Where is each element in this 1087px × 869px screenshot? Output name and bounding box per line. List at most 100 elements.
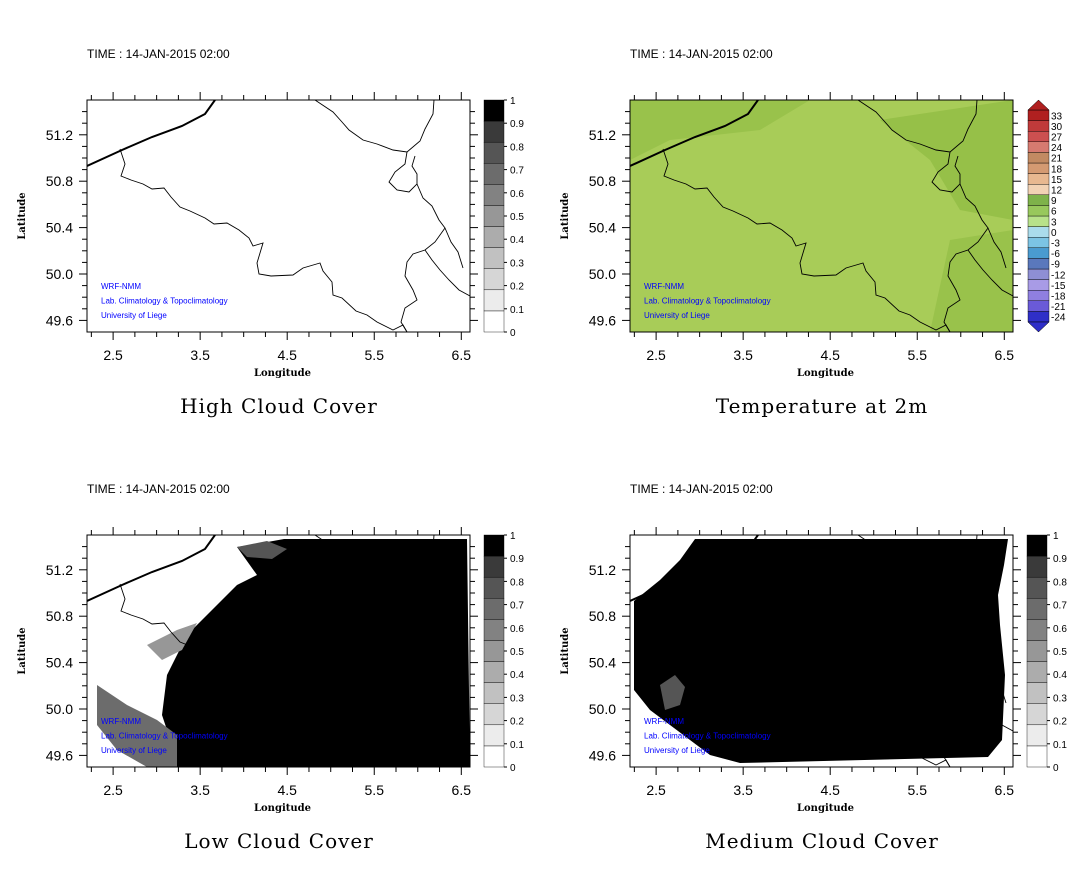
y-axis-title: Latitude xyxy=(560,627,571,674)
country-border xyxy=(400,618,446,767)
colorbar-swatch xyxy=(483,576,505,599)
colorbar-swatch xyxy=(1026,598,1048,620)
colorbar-swatch xyxy=(483,661,505,683)
y-tick-label: 51.2 xyxy=(46,127,73,143)
time-label: TIME : 14-JAN-2015 02:00 xyxy=(87,482,230,496)
chart-title: High Cloud Cover xyxy=(180,394,378,418)
x-tick-label: 6.5 xyxy=(452,782,472,798)
country-border xyxy=(424,684,470,732)
chart-svg: TIME : 14-JAN-2015 02:00 2.5 3.5 4.5 5.5 6.5 4… xyxy=(17,47,524,418)
chart-title: Temperature at 2m xyxy=(716,394,928,418)
colorbar-swatch xyxy=(483,640,505,662)
chart-panel-2: TIME : 14-JAN-2015 02:00 2.5 3.5 4.5 5.5 6.5 4… xyxy=(543,0,1086,434)
x-tick-label: 4.5 xyxy=(820,347,840,363)
credit-text: Lab. Climatology & Topoclimatology xyxy=(101,297,228,306)
colorbar-label: 9 xyxy=(1051,196,1057,207)
cloud-cover-region xyxy=(660,675,685,710)
country-border xyxy=(857,100,978,153)
y-tick-label: 51.2 xyxy=(46,562,73,578)
colorbar-swatch xyxy=(1027,258,1050,270)
colorbar-label: -24 xyxy=(1051,313,1066,324)
y-tick-label: 51.2 xyxy=(589,562,616,578)
colorbar-swatch xyxy=(483,205,505,227)
colorbar-swatch xyxy=(1027,215,1050,227)
colorbar-swatch xyxy=(483,310,505,333)
colorbar-label: 3 xyxy=(1051,217,1057,228)
colorbar-swatch xyxy=(483,619,505,641)
y-tick-label: 50.0 xyxy=(589,701,616,717)
chart-title: Medium Cloud Cover xyxy=(705,829,939,853)
x-tick-label: 6.5 xyxy=(452,347,472,363)
y-tick-label: 50.0 xyxy=(46,701,73,717)
cloud-cover-region xyxy=(162,539,470,767)
y-tick-label: 49.6 xyxy=(46,312,73,328)
x-tick-label: 5.5 xyxy=(908,347,928,363)
colorbar-label: 0.5 xyxy=(1053,647,1067,658)
colorbar-swatch xyxy=(483,247,505,269)
cloud-cover-region xyxy=(237,541,287,559)
colorbar-label: 0.3 xyxy=(1053,693,1067,704)
x-tick-label: 3.5 xyxy=(733,782,753,798)
colorbar-swatch xyxy=(1027,141,1050,153)
x-tick-label: 2.5 xyxy=(646,347,666,363)
colorbar-swatch xyxy=(483,141,505,164)
temperature-warm-zone xyxy=(880,100,1013,220)
colorbar-label: 18 xyxy=(1051,164,1063,175)
y-axis-title: Latitude xyxy=(560,192,571,239)
colorbar-label: 0.7 xyxy=(1053,601,1067,612)
colorbar-label: -21 xyxy=(1051,302,1066,313)
colorbar-swatch xyxy=(1027,279,1050,291)
colorbar-label: 0.4 xyxy=(1053,670,1067,681)
colorbar-swatch xyxy=(483,120,505,143)
x-axis-title: Longitude xyxy=(254,803,311,814)
colorbar-swatch xyxy=(483,598,505,620)
credit-text: University of Liege xyxy=(644,746,710,755)
country-border xyxy=(314,100,435,153)
colorbar-swatch xyxy=(1027,162,1050,174)
colorbar-swatch xyxy=(1027,247,1050,259)
colorbar-label: 0.7 xyxy=(510,601,524,612)
country-border xyxy=(967,684,1013,732)
y-tick-label: 49.6 xyxy=(46,747,73,763)
colorbar-max-arrow xyxy=(1027,99,1050,111)
field-layer xyxy=(87,535,470,767)
country-border xyxy=(444,662,464,704)
colorbar-swatch xyxy=(483,703,505,726)
colorbar-label: 15 xyxy=(1051,175,1063,186)
x-tick-label: 2.5 xyxy=(103,782,123,798)
chart-svg: TIME : 14-JAN-2015 02:00 2.5 3.5 4.5 5.5 6.5 4… xyxy=(560,47,1066,418)
x-tick-label: 5.5 xyxy=(365,782,385,798)
colorbar: 0 0.1 0.2 0.3 0.4 0.5 0.6 0.7 0.8 0.9 1 xyxy=(1026,531,1067,774)
colorbar-label: -12 xyxy=(1051,270,1066,281)
colorbar-label: 0.2 xyxy=(510,717,524,728)
chart-panel-3: TIME : 14-JAN-2015 02:00 2.5 3.5 4.5 5.5 6.5 4… xyxy=(0,435,543,869)
chart-panel-1: TIME : 14-JAN-2015 02:00 2.5 3.5 4.5 5.5 6.5 4… xyxy=(0,0,543,434)
country-border xyxy=(388,151,418,193)
credit-text: WRF-NMM xyxy=(101,282,141,291)
country-border xyxy=(943,618,989,767)
colorbar-label: 0.4 xyxy=(510,670,524,681)
colorbar-label: 30 xyxy=(1051,122,1063,133)
cloud-cover-region xyxy=(634,539,1008,763)
colorbar-swatch xyxy=(1026,745,1048,768)
colorbar-swatch xyxy=(1027,152,1050,164)
x-axis-title: Longitude xyxy=(254,368,311,379)
y-tick-label: 50.4 xyxy=(589,655,616,671)
colorbar-swatch xyxy=(483,724,505,747)
colorbar-label: 0 xyxy=(1053,763,1059,774)
x-axis-title: Longitude xyxy=(797,803,854,814)
colorbar: 0 0.1 0.2 0.3 0.4 0.5 0.6 0.7 0.8 0.9 1 xyxy=(483,531,524,774)
colorbar-label: 24 xyxy=(1051,143,1063,154)
country-border xyxy=(424,249,470,297)
colorbar-swatch xyxy=(1026,724,1048,747)
time-label: TIME : 14-JAN-2015 02:00 xyxy=(630,47,773,61)
country-border xyxy=(119,583,408,767)
country-border xyxy=(662,583,951,767)
country-border xyxy=(987,662,1007,704)
colorbar-swatch xyxy=(483,555,505,578)
credit-text: University of Liege xyxy=(644,311,710,320)
colorbar-label: 0.6 xyxy=(510,189,524,200)
x-tick-label: 2.5 xyxy=(646,782,666,798)
colorbar-swatch xyxy=(1026,619,1048,641)
country-border xyxy=(967,249,1013,297)
